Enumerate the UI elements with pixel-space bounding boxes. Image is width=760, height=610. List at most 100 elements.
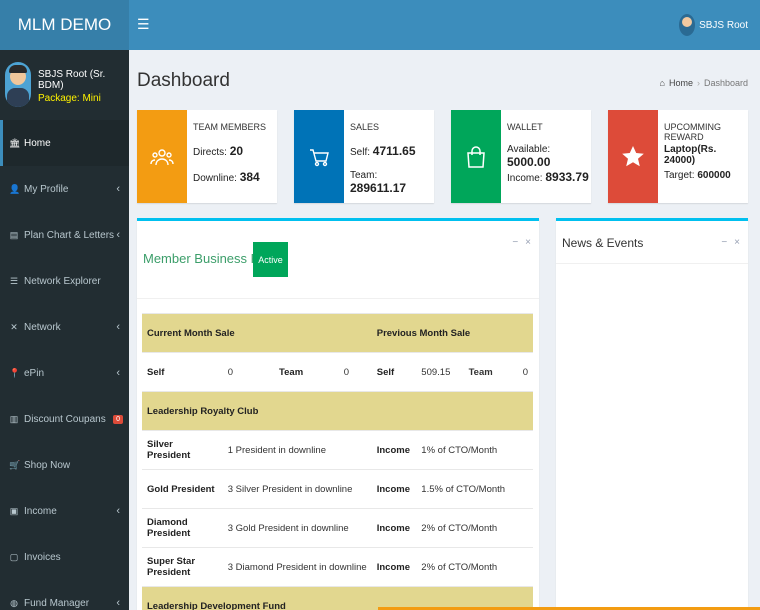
info-box-reward: UPCOMMING REWARD Laptop(Rs. 24000) Targe… [608,110,748,203]
sidebar: SBJS Root (Sr. BDM) Package: Mini 🏛 Home 👤… [0,50,129,610]
sidebar-item-network-explorer[interactable]: ☰ Network Explorer [0,258,129,304]
current-self-value: 0 [222,352,250,392]
status-badge[interactable]: Active [253,242,288,277]
sidebar-item-label: My Profile [24,183,69,195]
home-icon: ⌂ [659,78,665,88]
sidebar-item-income[interactable]: ▣ Income ‹ [0,488,129,534]
member-business-profile-panel: − × Member Business Profile Active Curren… [137,218,539,610]
sidebar-item-my-profile[interactable]: 👤 My Profile ‹ [0,166,129,212]
star-icon [608,110,658,203]
avatar-icon [679,14,696,36]
minimize-icon[interactable]: − [512,237,519,248]
available-label: Available: [507,144,551,155]
sidebar-item-label: Network Explorer [24,275,101,287]
table-row: Self 0 Team 0 Self 509.15 Team 0 [142,352,533,392]
avatar [5,62,31,107]
chevron-left-icon: ‹ [116,183,120,195]
news-events-panel: − × News & Events [556,218,748,610]
rank-requirement: 1 President in downline [222,430,372,470]
directs-label: Directs: [193,147,227,158]
sidebar-item-label: Income [24,505,57,517]
business-profile-table: Current Month Sale Previous Month Sale S… [142,313,533,610]
sidebar-item-label: Shop Now [24,459,71,471]
pin-icon: 📍 [9,367,21,378]
team-label: Team [468,366,493,378]
bank-icon: 🏛 [9,137,21,148]
user-name: SBJS Root (Sr. BDM) [38,69,106,91]
info-box-label: UPCOMMING REWARD [664,122,721,142]
info-box-wallet: WALLET Available: 5000.00 Income: 8933.7… [451,110,591,203]
rank-requirement: 3 Silver President in downline [222,469,372,509]
document-icon: ▢ [9,551,19,562]
info-box-label: TEAM MEMBERS [193,122,267,132]
sidebar-item-discount-coupans[interactable]: ▥ Discount Coupans 0 [0,396,129,442]
previous-self-value: 509.15 [416,352,464,392]
available-value: 5000.00 [507,155,551,169]
table-row: Current Month Sale Previous Month Sale [142,313,533,353]
previous-month-header: Previous Month Sale [371,313,533,353]
breadcrumb: ⌂ Home › Dashboard [659,78,748,88]
self-label: Self [371,352,417,392]
close-icon[interactable]: × [734,237,740,248]
team-label: Team [249,352,339,392]
income-label: Income [371,547,417,587]
sidebar-item-label: Plan Chart & Letters [24,229,115,241]
team-sales-label: Team: [350,170,378,181]
self-label: Self [142,352,223,392]
users-icon [137,110,187,203]
chevron-left-icon: ‹ [116,321,120,333]
rank-requirement: 3 Gold President in downline [222,508,372,548]
info-box-team-members: TEAM MEMBERS Directs: 20 Downline: 384 [137,110,277,203]
self-sales-label: Self: [350,147,371,158]
user-menu[interactable]: SBJS Root [679,14,748,36]
sidebar-item-epin[interactable]: 📍 ePin ‹ [0,350,129,396]
breadcrumb-current: Dashboard [703,78,748,88]
minimize-icon[interactable]: − [721,237,728,248]
app-logo[interactable]: MLM DEMO [0,0,129,50]
current-month-header: Current Month Sale [142,313,372,353]
sidebar-item-label: Network [24,321,61,333]
chevron-left-icon: ‹ [116,597,120,609]
royalty-club-header: Leadership Royalty Club [142,391,533,431]
target-value: 600000 [697,170,731,181]
self-sales-value: 4711.65 [372,144,416,158]
sidebar-item-plan-chart-letters[interactable]: ▤ Plan Chart & Letters ‹ [0,212,129,258]
breadcrumb-home[interactable]: Home [668,78,693,88]
sidebar-item-shop-now[interactable]: 🛒 Shop Now [0,442,129,488]
income-value: 8933.79 [545,170,589,184]
downline-value: 384 [239,170,260,184]
chevron-left-icon: ‹ [116,367,120,379]
sidebar-item-fund-manager[interactable]: ◍ Fund Manager ‹ [0,580,129,610]
team-sales-value: 289611.17 [350,181,407,195]
sidebar-item-invoices[interactable]: ▢ Invoices [0,534,129,580]
rank-name: Diamond President [142,508,223,548]
table-row: Leadership Development Fund [142,586,533,610]
rank-income: 1.5% of CTO/Month [416,469,533,509]
rank-requirement: 3 Diamond President in downline [222,547,372,587]
income-label: Income [371,430,417,470]
table-row: Leadership Royalty Club [142,391,533,431]
sidebar-item-network[interactable]: ✕ Network ‹ [0,304,129,350]
sidebar-item-label: Discount Coupans [24,413,106,425]
rank-income: 2% of CTO/Month [416,508,533,548]
count-badge: 0 [113,414,123,424]
income-label: Income [371,469,417,509]
table-row: Gold President 3 Silver President in dow… [142,469,533,509]
reward-name: Laptop(Rs. 24000) [664,144,717,166]
shopping-bag-icon [451,110,501,203]
sidebar-item-home[interactable]: 🏛 Home [0,120,129,166]
sidebar-item-label: Fund Manager [24,597,90,609]
rank-name: Gold President [142,469,223,509]
cart-icon [294,110,344,203]
page-title: Dashboard [137,70,230,91]
user-package: Package: Mini [38,93,101,104]
sidebar-item-label: Home [24,137,51,149]
sidebar-item-label: ePin [24,367,45,379]
rank-income: 1% of CTO/Month [416,430,533,470]
table-row: Silver President 1 President in downline… [142,430,533,470]
close-icon[interactable]: × [525,237,531,248]
rank-name: Super Star President [142,547,223,587]
cart-icon: 🛒 [9,459,21,470]
menu-toggle-icon[interactable]: ☰ [137,16,150,32]
user-icon: 👤 [9,183,21,194]
